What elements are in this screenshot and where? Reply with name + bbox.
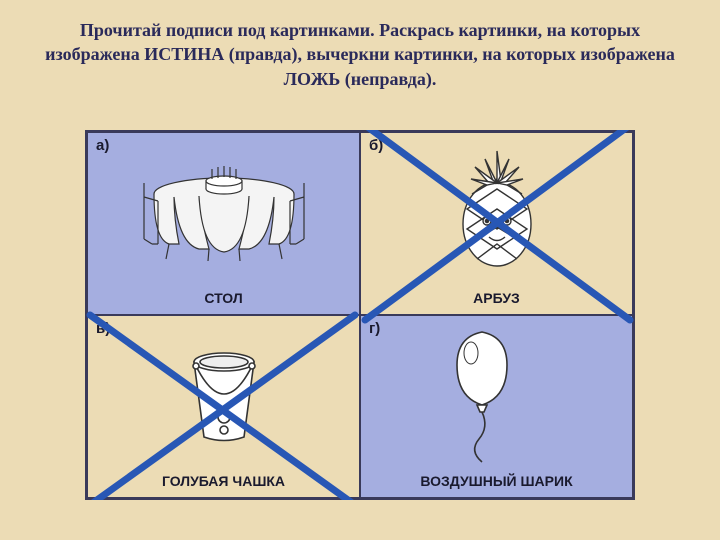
cell-a-letter: а) — [96, 137, 109, 154]
cell-g-caption: ВОЗДУШНЫЙ ШАРИК — [420, 473, 572, 489]
cell-v: в) — [87, 315, 360, 498]
cell-g-letter: г) — [369, 320, 380, 337]
cell-v-image — [88, 316, 359, 469]
cell-b-letter: б) — [369, 137, 383, 154]
cell-g-image — [361, 316, 632, 469]
cell-b-caption: АРБУЗ — [473, 290, 520, 306]
cell-a: а) — [87, 132, 360, 315]
cell-a-image — [88, 133, 359, 286]
cell-v-caption: ГОЛУБАЯ ЧАШКА — [162, 473, 285, 489]
cell-b: б) — [360, 132, 633, 315]
cell-v-letter: в) — [96, 320, 110, 337]
grid-wrapper: а) — [85, 130, 635, 500]
instruction-title: Прочитай подписи под картинками. Раскрас… — [0, 0, 720, 101]
picture-grid: а) — [85, 130, 635, 500]
cell-g: г) ВОЗДУШНЫЙ ШАРИК — [360, 315, 633, 498]
cell-b-image — [361, 133, 632, 286]
cell-a-caption: СТОЛ — [204, 290, 242, 306]
